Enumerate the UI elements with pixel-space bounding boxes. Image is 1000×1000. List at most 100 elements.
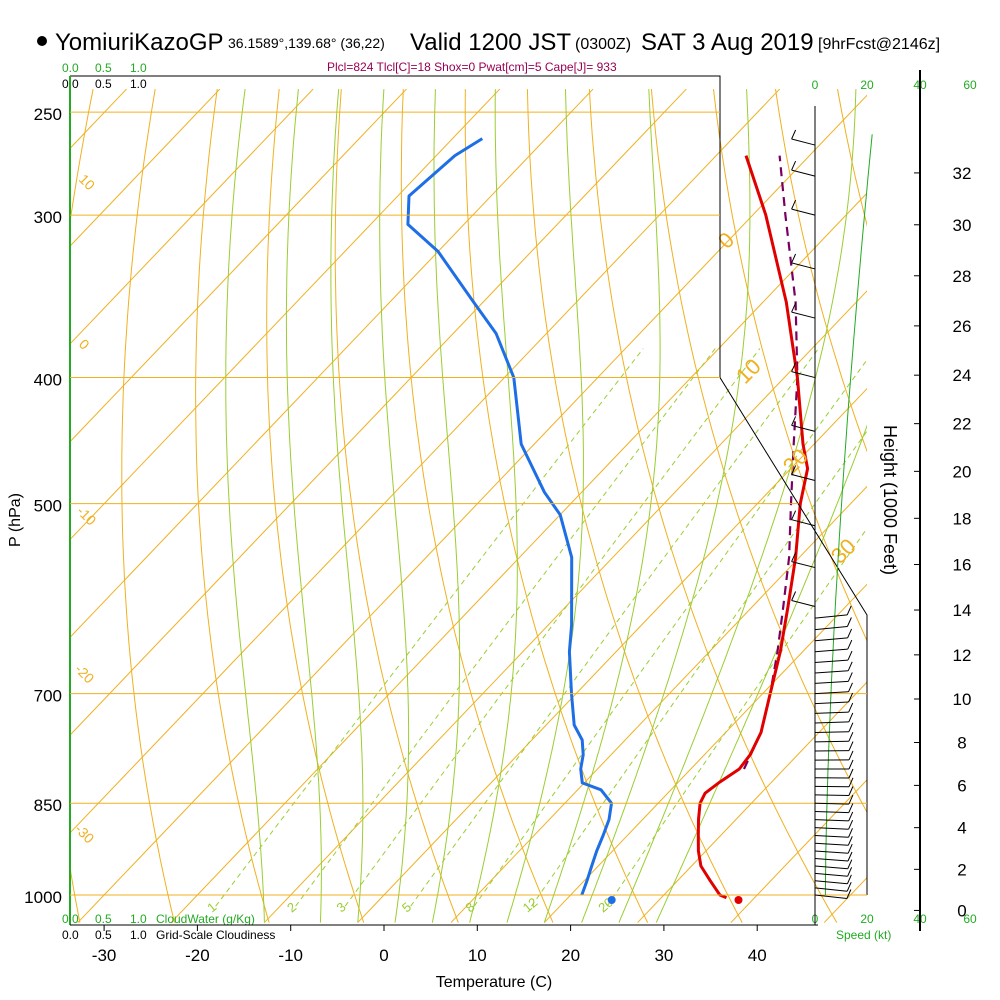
- wind-barb-flag-17: [848, 750, 854, 761]
- dry-adiabat-300: [464, 89, 649, 923]
- bottom-cloudiness-tick-2: 1.0: [130, 928, 147, 942]
- wind-barb-flag-1: [846, 881, 852, 892]
- wind-barb-6: [814, 850, 849, 854]
- wind-barb-22: [814, 711, 849, 714]
- parcel-profile-line: [743, 155, 799, 770]
- top-cloudiness-tick-2: 1.0: [130, 77, 147, 91]
- wind-barb-24: [814, 691, 849, 695]
- stability-indices: Plcl=824 Tlcl[C]=18 Shox=0 Pwat[cm]=5 Ca…: [327, 60, 617, 74]
- plot-boundary: [70, 75, 868, 895]
- wind-barb-flag-22: [848, 702, 854, 713]
- height-tick-label-14: 14: [953, 601, 972, 620]
- wind-speed-line: [824, 134, 873, 895]
- height-tick-label-16: 16: [953, 556, 972, 575]
- wind-barb-flag-39: [791, 253, 797, 264]
- wind-barb-flag-21: [848, 712, 854, 723]
- mixing-ratio-line-1: [215, 348, 644, 907]
- utc-time: (0300Z): [575, 36, 631, 53]
- mixing-ratio-line-8: [473, 359, 867, 907]
- wind-barb-flag-14: [848, 777, 854, 788]
- bottom-cloudwater-tick-1: 0.5: [95, 912, 112, 926]
- dry-adiabat-280: [334, 89, 459, 923]
- dry-adiabat-label-1: 10: [731, 354, 766, 389]
- isotherm--20: [170, 192, 867, 923]
- wind-barb-35: [791, 474, 816, 482]
- pressure-tick-label-250: 250: [34, 105, 62, 124]
- moist-adiabat-6: [506, 89, 584, 923]
- wind-barb-flag-33: [791, 552, 797, 562]
- wind-barb-flag-13: [848, 786, 854, 796]
- wind-barb-13: [814, 794, 849, 796]
- isotherm--30: [77, 94, 867, 923]
- height-tick-label-12: 12: [953, 646, 972, 665]
- wind-barb-0: [814, 894, 847, 899]
- wind-barb-flag-38: [791, 302, 797, 313]
- dry-adiabat-label-3: 30: [826, 534, 861, 569]
- wind-barb-29: [814, 637, 848, 642]
- wind-barb-11: [814, 810, 849, 814]
- wind-barb-flag-6: [847, 843, 853, 854]
- surface-temperature-marker: [734, 896, 743, 904]
- isotherm-60: [918, 89, 1000, 922]
- wind-speed-label: Speed (kt): [836, 928, 891, 942]
- wind-barb-9: [814, 827, 849, 830]
- moist-adiabat-4: [431, 89, 461, 923]
- x-tick-label-20: 20: [561, 946, 580, 965]
- wind-barb-flag-7: [847, 836, 853, 846]
- dry-adiabat-330: [650, 89, 867, 814]
- wind-barb-38: [791, 311, 816, 319]
- wind-barb-flag-30: [846, 617, 852, 627]
- wind-barb-21: [814, 721, 849, 724]
- wind-barb-flag-19: [848, 731, 854, 742]
- wind-barb-flag-31: [846, 605, 852, 616]
- wind-barb-flag-29: [847, 628, 853, 639]
- x-tick-label-10: 10: [468, 946, 487, 965]
- wind-speed-top-tick-20: 20: [860, 78, 874, 92]
- dry-adiabat-380: [962, 89, 1000, 923]
- bottom-cloudiness-tick-1: 0.5: [95, 928, 112, 942]
- wind-barb-5: [814, 858, 849, 862]
- mixing-ratio-line-12: [531, 430, 867, 907]
- isotherm-30: [637, 681, 867, 923]
- isotherm-label-1: 0: [76, 336, 93, 353]
- moist-adiabat-3: [379, 89, 410, 923]
- isotherm--60: [70, 88, 594, 639]
- mixing-ratio-label-5: 5: [399, 899, 414, 915]
- dry-adiabat-370: [900, 89, 1000, 923]
- height-tick-label-0: 0: [957, 901, 966, 920]
- cloudiness-label: Grid-Scale Cloudiness: [156, 928, 275, 942]
- wind-barb-32: [791, 600, 816, 608]
- valid-time: Valid 1200 JST: [410, 29, 571, 56]
- wind-barb-36: [791, 424, 816, 432]
- surface-dewpoint-marker: [607, 896, 616, 904]
- wind-barb-flag-15: [848, 768, 854, 779]
- isotherm--10: [264, 290, 867, 923]
- isotherm-label-0: 10: [76, 171, 98, 193]
- x-tick-label-0: 0: [379, 946, 388, 965]
- pressure-tick-label-500: 500: [34, 497, 62, 516]
- wind-barb-flag-20: [848, 722, 854, 732]
- height-tick-label-2: 2: [957, 860, 966, 879]
- wind-barb-flag-5: [847, 851, 853, 862]
- wind-barb-flag-42: [791, 129, 797, 140]
- wind-barb-33: [791, 561, 816, 569]
- pressure-tick-label-1000: 1000: [24, 888, 62, 907]
- wind-barb-flag-25: [847, 672, 853, 682]
- wind-barb-40: [791, 208, 816, 216]
- height-tick-label-30: 30: [953, 216, 972, 235]
- wind-barb-34: [791, 519, 816, 527]
- wind-barb-20: [814, 731, 849, 734]
- wind-barb-flag-12: [848, 794, 854, 805]
- wind-speed-bottom-tick-60: 60: [963, 912, 977, 926]
- x-axis-label: Temperature (C): [436, 974, 552, 991]
- wind-speed-top-tick-0: 0: [812, 78, 819, 92]
- wind-barb-42: [791, 138, 816, 146]
- mixing-ratio-line-5: [410, 348, 819, 907]
- wind-barb-2: [814, 880, 848, 885]
- isotherm-20: [543, 583, 867, 923]
- mixing-ratio-label-2: 2: [284, 899, 299, 915]
- isotherm-label-4: -30: [72, 821, 98, 847]
- top-cloudiness-tick-1: 0.5: [95, 77, 112, 91]
- wind-barb-25: [814, 680, 849, 684]
